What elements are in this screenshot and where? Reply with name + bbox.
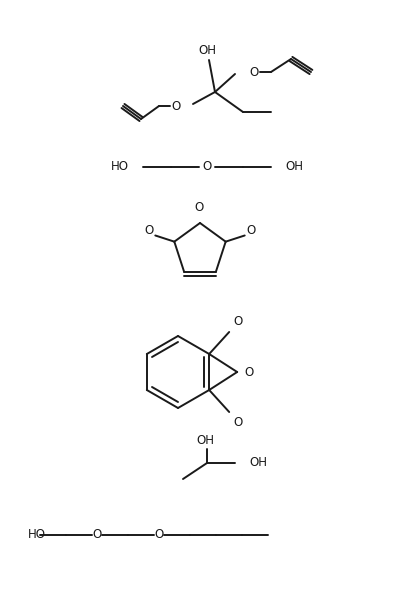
Text: HO: HO xyxy=(111,161,129,174)
Text: O: O xyxy=(246,224,255,237)
Text: OH: OH xyxy=(249,456,267,470)
Text: OH: OH xyxy=(285,161,303,174)
Text: O: O xyxy=(145,224,154,237)
Text: O: O xyxy=(233,416,242,429)
Text: O: O xyxy=(154,528,164,541)
Text: O: O xyxy=(194,201,204,214)
Text: O: O xyxy=(244,365,254,379)
Text: OH: OH xyxy=(198,44,216,58)
Text: O: O xyxy=(171,99,181,113)
Text: O: O xyxy=(202,161,212,174)
Text: O: O xyxy=(92,528,102,541)
Text: O: O xyxy=(233,315,242,328)
Text: HO: HO xyxy=(28,528,46,541)
Text: O: O xyxy=(249,65,259,78)
Text: OH: OH xyxy=(196,434,214,447)
